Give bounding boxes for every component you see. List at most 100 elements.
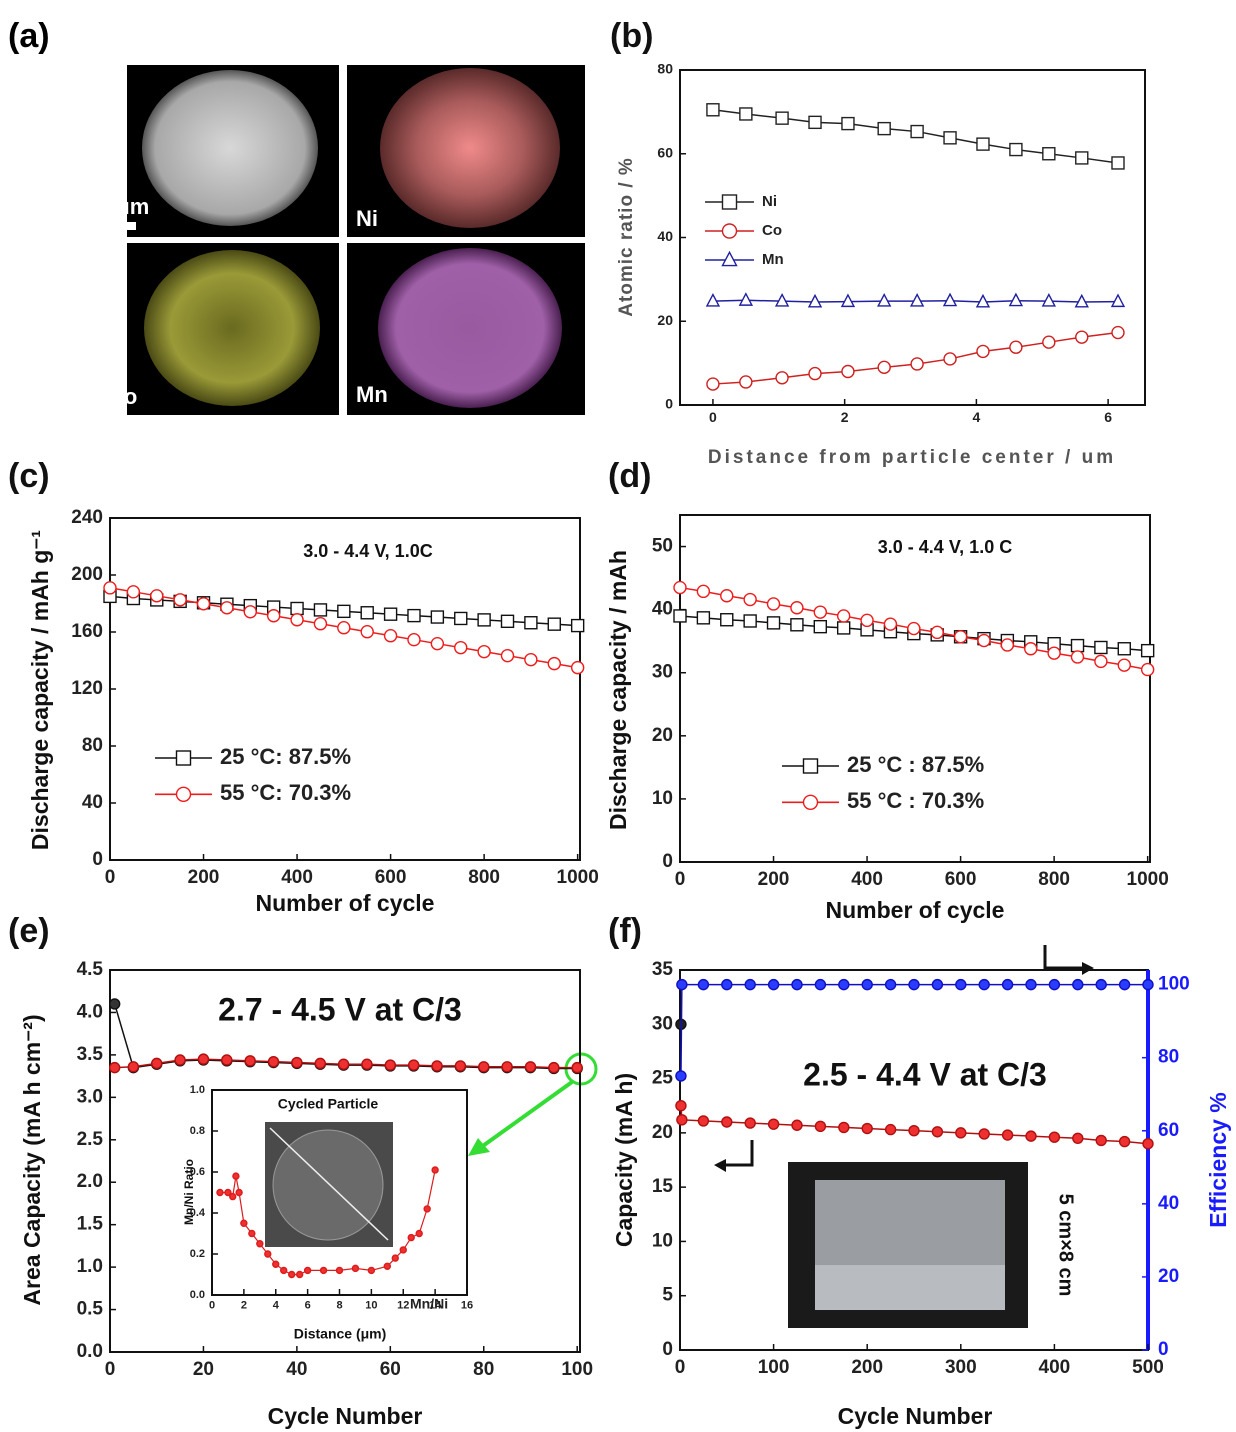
data-point — [1140, 662, 1155, 677]
y-tick-label: 20 — [652, 725, 673, 746]
data-point — [738, 292, 754, 306]
data-point — [220, 601, 234, 615]
plot-frame — [679, 514, 1151, 863]
x-tick-label: 6 — [305, 1299, 311, 1311]
axis-arrow — [725, 1140, 754, 1167]
plot-frame — [109, 517, 581, 861]
y-tick-label: 20 — [657, 312, 673, 328]
data-point — [235, 1188, 243, 1197]
legend-label: Ni — [762, 193, 777, 210]
data-point — [303, 1266, 312, 1275]
y-tick-label: 0.8 — [190, 1125, 205, 1137]
data-point — [367, 1266, 376, 1275]
y2-tick-label: 40 — [1158, 1193, 1179, 1214]
y-tick-label: 40 — [82, 792, 103, 813]
particle — [380, 68, 560, 228]
data-point — [877, 360, 891, 375]
data-point — [1118, 1135, 1131, 1148]
x-tick-label: 6 — [1104, 409, 1112, 425]
data-point — [232, 1172, 240, 1180]
data-point — [884, 1123, 897, 1136]
data-point — [1094, 640, 1108, 655]
data-point — [454, 640, 468, 655]
data-point — [295, 1270, 304, 1279]
data-point — [1008, 292, 1024, 307]
particle — [144, 250, 320, 406]
x-tick-label: 0 — [209, 1299, 215, 1311]
data-point — [942, 292, 958, 307]
data-point — [1072, 1132, 1084, 1144]
data-point — [1094, 654, 1108, 669]
data-point — [571, 1061, 583, 1074]
data-point — [108, 1061, 121, 1074]
data-point — [524, 616, 538, 630]
legend-label: 55 °C : 70.3% — [847, 788, 984, 813]
arrow-head — [468, 1138, 490, 1156]
data-point — [1042, 147, 1056, 161]
x-tick-label: 4 — [972, 409, 980, 425]
data-point — [943, 131, 957, 145]
data-point — [808, 115, 822, 130]
x-tick-label: 8 — [336, 1299, 342, 1311]
data-point — [229, 1192, 237, 1201]
data-point — [790, 618, 804, 632]
data-point — [1042, 335, 1056, 349]
data-point — [196, 597, 211, 611]
data-point — [360, 606, 374, 620]
y-tick-label: 80 — [82, 735, 103, 756]
data-point — [290, 601, 304, 616]
y-tick-label: 240 — [71, 507, 103, 528]
data-point — [1041, 293, 1056, 307]
y2-tick-label: 20 — [1158, 1266, 1179, 1287]
data-point — [108, 998, 121, 1010]
data-point — [224, 1188, 232, 1197]
y-tick-label: 2.5 — [77, 1129, 104, 1150]
scale-label: 2μm — [104, 194, 149, 219]
data-point — [256, 1240, 264, 1248]
y-tick-label: 20 — [652, 1122, 673, 1143]
particle — [142, 70, 318, 226]
data-point — [407, 632, 421, 647]
x-tick-label: 800 — [1038, 869, 1070, 890]
data-point — [524, 1061, 537, 1073]
data-point — [272, 1260, 280, 1268]
y-tick-label: 0 — [92, 849, 103, 870]
x-tick-label: 60 — [380, 1359, 401, 1380]
data-point — [500, 648, 515, 663]
legend-label: 25 °C : 87.5% — [847, 752, 984, 777]
y-tick-label: 1.0 — [190, 1084, 205, 1096]
data-point — [739, 107, 753, 121]
y-tick-label: 15 — [652, 1176, 674, 1197]
data-point — [337, 604, 351, 619]
data-point — [766, 597, 781, 611]
y-axis-label: Capacity (mA h) — [611, 1073, 637, 1247]
x-tick-label: 500 — [1132, 1357, 1164, 1378]
x-tick-label: 2 — [241, 1299, 247, 1311]
legend-label: Co — [762, 222, 782, 239]
y-tick-label: 0 — [665, 396, 673, 412]
y-tick-label: 50 — [652, 536, 673, 557]
data-point — [767, 1118, 780, 1130]
data-point — [791, 1119, 803, 1131]
data-point — [1118, 978, 1131, 991]
x-tick-label: 100 — [561, 1359, 593, 1380]
x-tick-label: 400 — [1039, 1357, 1071, 1378]
legend-marker — [721, 194, 738, 210]
data-point — [840, 293, 856, 308]
data-point — [739, 375, 753, 389]
data-point — [908, 1124, 920, 1137]
data-point — [813, 605, 827, 619]
y-tick-label: 4.5 — [77, 959, 104, 980]
data-point — [248, 1229, 256, 1238]
data-point — [1025, 1130, 1037, 1142]
x-tick-label: 400 — [851, 869, 883, 890]
data-point — [383, 1262, 392, 1271]
y2-tick-label: 60 — [1158, 1120, 1179, 1141]
y2-tick-label: 80 — [1158, 1047, 1179, 1068]
annotation: 3.0 - 4.4 V, 1.0C — [303, 541, 432, 561]
data-point — [1117, 658, 1131, 672]
data-point — [720, 613, 734, 627]
particle — [378, 248, 562, 408]
data-point — [361, 1058, 373, 1070]
